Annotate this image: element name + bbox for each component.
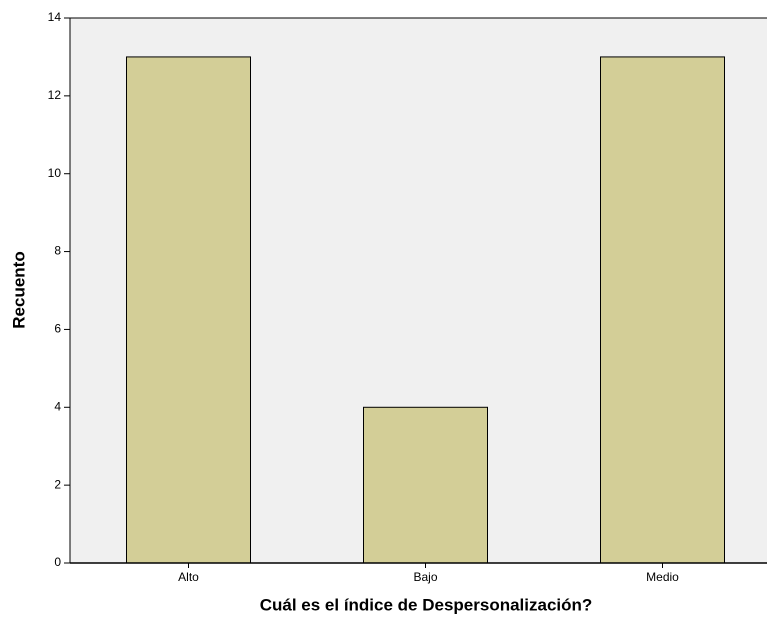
y-tick-label: 8: [54, 244, 61, 258]
bar: [600, 56, 725, 564]
x-tick-label: Alto: [178, 570, 199, 584]
y-axis-title: Recuento: [9, 251, 28, 328]
x-tick-label: Bajo: [413, 570, 437, 584]
y-tick-label: 10: [48, 166, 62, 180]
y-tick-label: 12: [48, 88, 62, 102]
y-tick-label: 0: [54, 555, 61, 569]
bar: [126, 56, 251, 564]
y-tick-label: 6: [54, 322, 61, 336]
y-tick-label: 14: [48, 10, 62, 24]
bar: [363, 406, 488, 564]
y-tick-label: 4: [54, 399, 61, 413]
x-axis-title: Cuál es el índice de Despersonalización?: [260, 595, 593, 614]
x-tick-label: Medio: [646, 570, 679, 584]
y-tick-label: 2: [54, 477, 61, 491]
